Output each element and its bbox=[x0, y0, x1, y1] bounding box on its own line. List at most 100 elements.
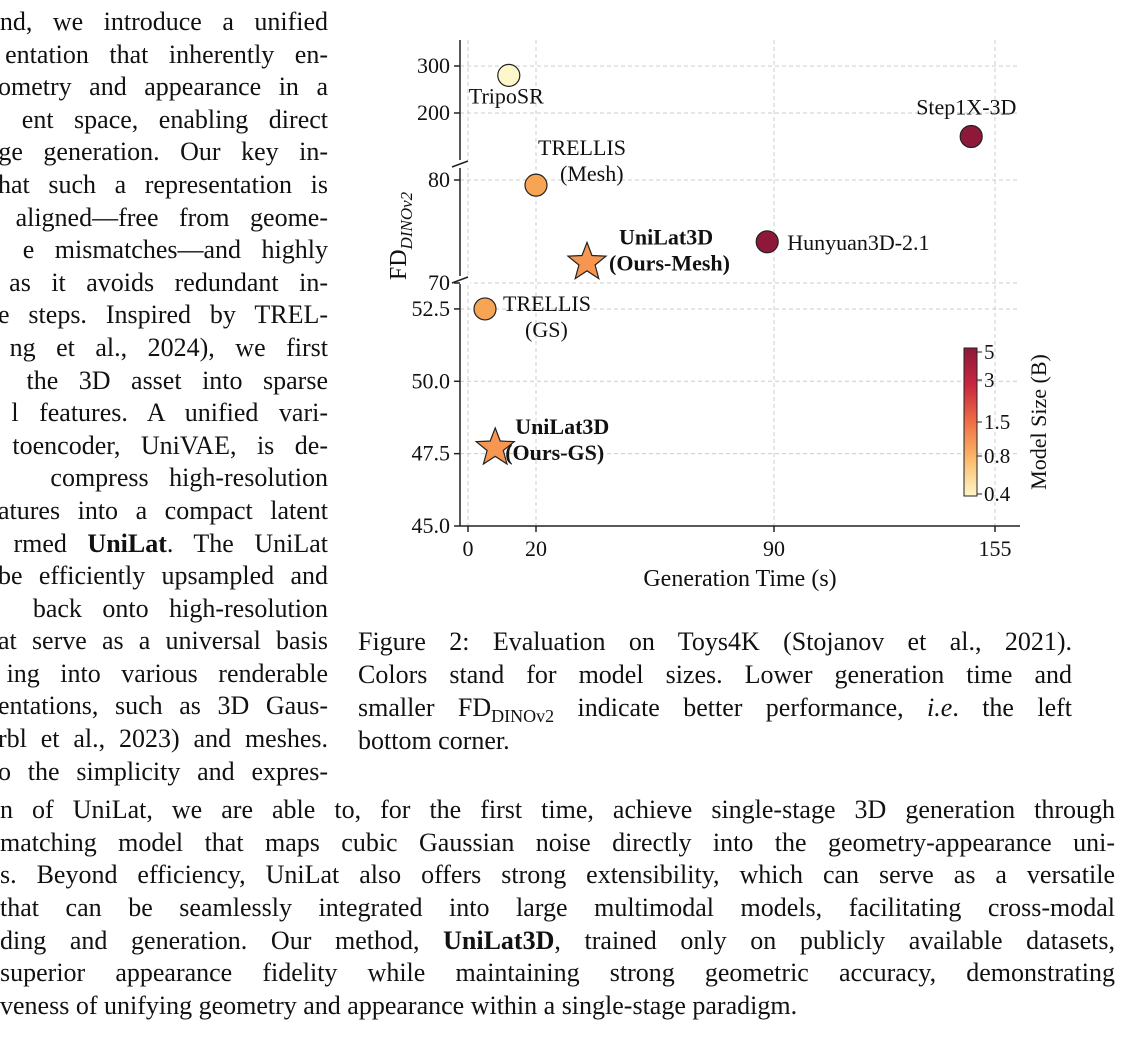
figure-2-chart: 0 20 90 155 45.0 47.5 50.0 52.5 70 80 200 300 Genera… bbox=[370, 18, 1070, 613]
caption-left: . the left bbox=[952, 693, 1072, 722]
left-line-9-text: e steps. Inspired by TREL- bbox=[0, 300, 328, 330]
left-line-3: ent space, enabling direct bbox=[0, 104, 328, 137]
point-step1x-3d bbox=[959, 124, 983, 149]
point-label-trellis-gs: TRELLIS (GS) bbox=[503, 291, 591, 342]
axis-break-a-1 bbox=[451, 276, 469, 284]
bottom-line-4-text: ding and generation. Our method, UniLat3… bbox=[0, 925, 1115, 955]
left-line-2: ometry and appearance in a bbox=[0, 71, 328, 104]
point-trellis-gs bbox=[473, 297, 497, 321]
caption-indicate: indicate better performance, bbox=[554, 693, 928, 722]
x-tick-label-0: 0 bbox=[463, 536, 474, 561]
point-label-unilat3d-ours-gs: UniLat3D (Ours-GS) bbox=[505, 414, 609, 465]
left-line-5-text: hat such a representation is bbox=[0, 169, 328, 199]
bottom-line-2: s. Beyond efficiency, UniLat also offers… bbox=[0, 859, 1127, 892]
left-line-9: e steps. Inspired by TREL- bbox=[0, 299, 328, 332]
left-line-13: toencoder, UniVAE, is de- bbox=[0, 430, 328, 463]
left-line-4-text: ge generation. Our key in- bbox=[0, 137, 328, 167]
left-line-1: entation that inherently en- bbox=[0, 39, 328, 72]
x-axis-label: Generation Time (s) bbox=[643, 566, 836, 592]
colorbar-tick-label-0: 5 bbox=[984, 340, 995, 364]
bottom-line-5: superior appearance fidelity while maint… bbox=[0, 957, 1127, 990]
left-line-0: nd, we introduce a unified bbox=[0, 6, 328, 39]
colorbar-tick-label-4: 0.4 bbox=[984, 482, 1011, 506]
left-line-16-text: rmed UniLat. The UniLat bbox=[13, 528, 329, 558]
y-axis-label: FDDINOv2 bbox=[386, 191, 416, 280]
left-line-18-text: back onto high-resolution bbox=[32, 593, 328, 623]
bottom-line-5-text: superior appearance fidelity while maint… bbox=[0, 958, 1115, 988]
y-tick-label-4: 70 bbox=[428, 270, 450, 295]
x-tick-label-1: 20 bbox=[525, 536, 547, 561]
point-label-step1x-3d: Step1X-3D bbox=[916, 95, 1016, 120]
left-line-17: be efficiently upsampled and bbox=[0, 560, 328, 593]
y-tick-label-0: 45.0 bbox=[412, 513, 451, 538]
bottom-paragraph: n of UniLat, we are able to, for the fir… bbox=[0, 794, 1127, 1023]
point-label-hunyuan3d-2-1: Hunyuan3D-2.1 bbox=[787, 230, 929, 255]
colorbar-tick-label-3: 0.8 bbox=[984, 444, 1010, 468]
point-hunyuan3d-2-1 bbox=[755, 230, 779, 254]
caption-fd-sub: DINOv2 bbox=[491, 706, 555, 727]
left-line-3-text: ent space, enabling direct bbox=[21, 104, 328, 134]
bottom-line-2-text: s. Beyond efficiency, UniLat also offers… bbox=[0, 860, 1115, 890]
bottom-line-6: veness of unifying geometry and appearan… bbox=[0, 990, 1127, 1023]
bottom-line-1: matching model that maps cubic Gaussian … bbox=[0, 827, 1127, 860]
point-label-triposr: TripoSR bbox=[469, 83, 544, 108]
caption-ie: i.e bbox=[927, 693, 953, 722]
left-line-7-text: e mismatches—and highly bbox=[22, 235, 328, 265]
y-tick-label-1: 47.5 bbox=[412, 441, 451, 466]
left-line-18: back onto high-resolution bbox=[0, 593, 328, 626]
x-tick-label-3: 155 bbox=[979, 536, 1012, 561]
left-line-17-text: be efficiently upsampled and bbox=[0, 561, 328, 591]
bottom-line-1-text: matching model that maps cubic Gaussian … bbox=[0, 827, 1115, 857]
point-unilat3d-ours-mesh bbox=[566, 240, 608, 280]
left-line-2-text: ometry and appearance in a bbox=[0, 72, 328, 102]
bottom-line-3-text: that can be seamlessly integrated into l… bbox=[0, 893, 1115, 923]
colorbar bbox=[963, 347, 978, 497]
left-line-19-text: at serve as a universal basis bbox=[0, 626, 328, 656]
y-tick-label-2: 50.0 bbox=[412, 368, 451, 393]
point-trellis-mesh bbox=[524, 173, 548, 197]
point-label-trellis-mesh: TRELLIS (Mesh) bbox=[538, 135, 626, 186]
caption-line-1: Figure 2: Evaluation on Toys4K (Stojanov… bbox=[358, 627, 1072, 656]
left-line-21-text: entations, such as 3D Gaus- bbox=[0, 691, 328, 721]
point-label-unilat3d-ours-mesh: UniLat3D (Ours-Mesh) bbox=[609, 224, 730, 275]
left-line-11: the 3D asset into sparse bbox=[0, 365, 328, 398]
left-line-12-text: l features. A unified vari- bbox=[11, 398, 328, 428]
colorbar-tick-label-2: 1.5 bbox=[984, 410, 1010, 434]
left-line-0-text: nd, we introduce a unified bbox=[0, 7, 328, 36]
left-line-23: o the simplicity and expres- bbox=[0, 756, 328, 789]
bottom-line-3: that can be seamlessly integrated into l… bbox=[0, 892, 1127, 925]
colorbar-label: Model Size (B) bbox=[1026, 354, 1051, 490]
left-line-20-text: ing into various renderable bbox=[6, 658, 328, 688]
left-line-12: l features. A unified vari- bbox=[0, 397, 328, 430]
left-line-22: rbl et al., 2023) and meshes. bbox=[0, 723, 328, 756]
left-line-8: as it avoids redundant in- bbox=[0, 267, 328, 300]
left-line-14-text: compress high-resolution bbox=[50, 463, 328, 493]
left-line-8-text: as it avoids redundant in- bbox=[9, 267, 328, 297]
left-line-1-text: entation that inherently en- bbox=[5, 39, 328, 69]
x-tick-label-2: 90 bbox=[763, 536, 785, 561]
left-line-15-text: atures into a compact latent bbox=[0, 495, 328, 525]
left-line-21: entations, such as 3D Gaus- bbox=[0, 690, 328, 723]
left-line-5: hat such a representation is bbox=[0, 169, 328, 202]
point-triposr bbox=[497, 63, 521, 88]
left-line-10-text: ng et al., 2024), we first bbox=[9, 332, 328, 362]
point-unilat3d-ours-gs bbox=[474, 426, 516, 466]
y-tick-label-3: 52.5 bbox=[412, 296, 451, 321]
left-line-15: atures into a compact latent bbox=[0, 495, 328, 528]
caption-line-4: bottom corner. bbox=[358, 726, 510, 755]
caption-fd: smaller FD bbox=[358, 693, 492, 722]
left-line-13-text: toencoder, UniVAE, is de- bbox=[12, 430, 328, 460]
y-tick-label-5: 80 bbox=[428, 167, 450, 192]
left-line-19: at serve as a universal basis bbox=[0, 625, 328, 658]
caption-line-3: smaller FDDINOv2 indicate better perform… bbox=[358, 691, 1072, 727]
left-line-11-text: the 3D asset into sparse bbox=[26, 365, 328, 395]
bottom-line-0: n of UniLat, we are able to, for the fir… bbox=[0, 794, 1127, 827]
left-line-22-text: rbl et al., 2023) and meshes. bbox=[0, 724, 328, 754]
bottom-line-6-text: veness of unifying geometry and appearan… bbox=[0, 991, 798, 1021]
axis-break-a-0 bbox=[451, 160, 469, 168]
left-line-7: e mismatches—and highly bbox=[0, 234, 328, 267]
bottom-line-4: ding and generation. Our method, UniLat3… bbox=[0, 925, 1127, 958]
scatter-chart: 0 20 90 155 45.0 47.5 50.0 52.570 80 200 300 Genera… bbox=[386, 40, 1051, 592]
figure-caption: Figure 2: Evaluation on Toys4K (Stojanov… bbox=[358, 625, 1072, 757]
left-line-23-text: o the simplicity and expres- bbox=[0, 756, 328, 786]
